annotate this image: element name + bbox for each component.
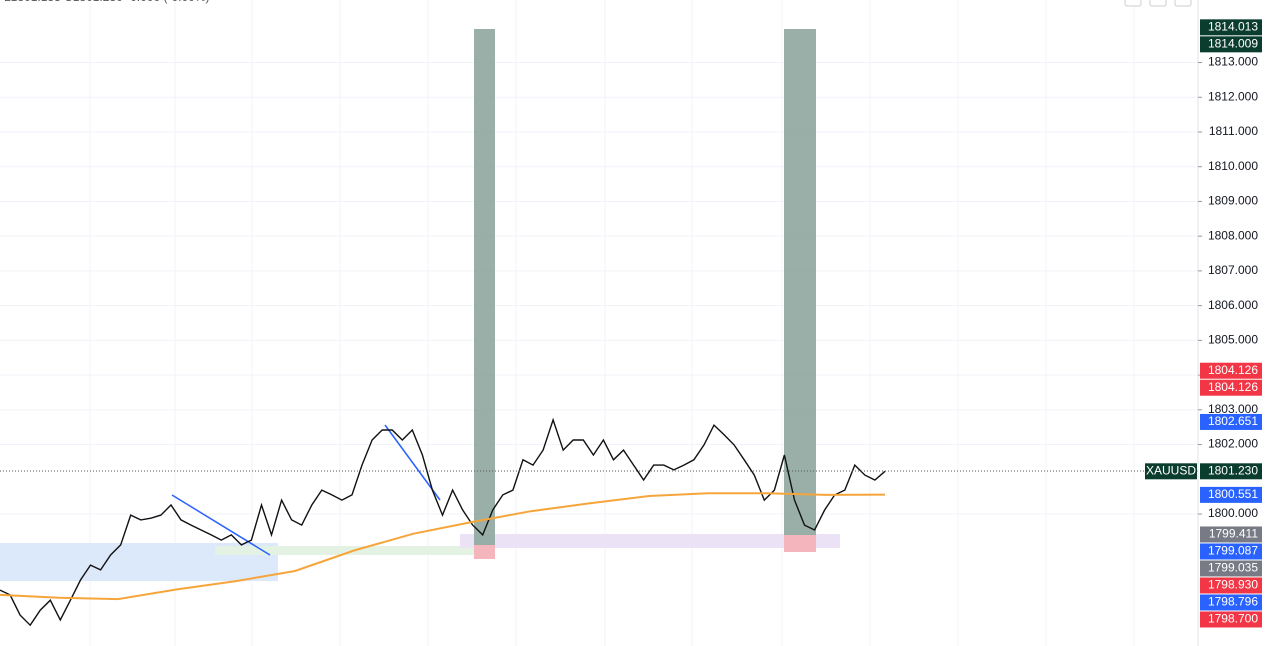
y-tick-label: 1802.000 (1208, 437, 1258, 451)
ohlc-header: L1801.133 C1801.230 -0.000 (-0.00%) (4, 0, 209, 4)
price-label-bg (1200, 463, 1262, 480)
trend-line (171, 494, 271, 556)
button[interactable] (1174, 0, 1192, 7)
y-tick-label: 1810.000 (1208, 159, 1258, 173)
zone (215, 546, 480, 555)
price-label: 1801.230 (1208, 463, 1258, 477)
price-label-bg (1200, 362, 1262, 379)
y-tick-label: 1800.000 (1208, 506, 1258, 520)
y-tick-label: 1809.000 (1208, 194, 1258, 208)
y-tick-label: 1811.000 (1209, 124, 1258, 138)
position-box (474, 29, 495, 545)
price-label-bg (1200, 526, 1262, 543)
price-label: 1798.796 (1208, 595, 1258, 609)
price-label: 1804.126 (1208, 380, 1258, 394)
plot (0, 417, 886, 627)
price-axis: 1800.0001802.0001803.0001804.0001805.000… (1145, 19, 1262, 628)
price-label: 1799.411 (1209, 527, 1258, 541)
y-tick-label: 1805.000 (1208, 333, 1258, 347)
price-label-bg (1200, 379, 1262, 396)
price-label-bg (1200, 560, 1262, 577)
price-label-bg (1200, 36, 1262, 53)
price-label-bg (1200, 413, 1262, 430)
price-line (0, 417, 886, 627)
price-label-bg (1200, 486, 1262, 503)
button[interactable] (1149, 0, 1167, 7)
y-tick-label: 1812.000 (1208, 89, 1258, 103)
trend-line (384, 424, 441, 501)
price-label: 1798.930 (1208, 578, 1258, 592)
price-label: 1800.551 (1208, 487, 1258, 501)
price-label-bg (1200, 19, 1262, 36)
price-label-bg (1200, 611, 1262, 628)
price-label: 1802.651 (1208, 414, 1258, 428)
symbol-label: XAUUSD (1146, 463, 1196, 477)
position-box (784, 29, 816, 535)
y-tick-label: 1808.000 (1208, 228, 1258, 242)
y-tick-label: 1803.000 (1208, 402, 1258, 416)
moving-average (0, 492, 886, 601)
zone (460, 534, 840, 548)
button[interactable] (1124, 0, 1142, 7)
y-tick-label: 1806.000 (1208, 298, 1258, 312)
price-label: 1814.013 (1208, 20, 1258, 34)
price-label-bg (1200, 577, 1262, 594)
price-label-bg (1200, 594, 1262, 611)
price-label: 1799.087 (1208, 544, 1258, 558)
position-box (474, 545, 495, 559)
price-label: 1798.700 (1208, 612, 1258, 626)
price-label: 1814.009 (1208, 37, 1258, 51)
symbol-label-bg (1145, 463, 1197, 480)
y-tick-label: 1813.000 (1208, 55, 1258, 69)
y-tick-label: 1807.000 (1208, 263, 1258, 277)
price-label: 1804.126 (1208, 363, 1258, 377)
price-label-bg (1200, 543, 1262, 560)
price-label: 1799.035 (1208, 561, 1258, 575)
position-box (784, 535, 816, 552)
